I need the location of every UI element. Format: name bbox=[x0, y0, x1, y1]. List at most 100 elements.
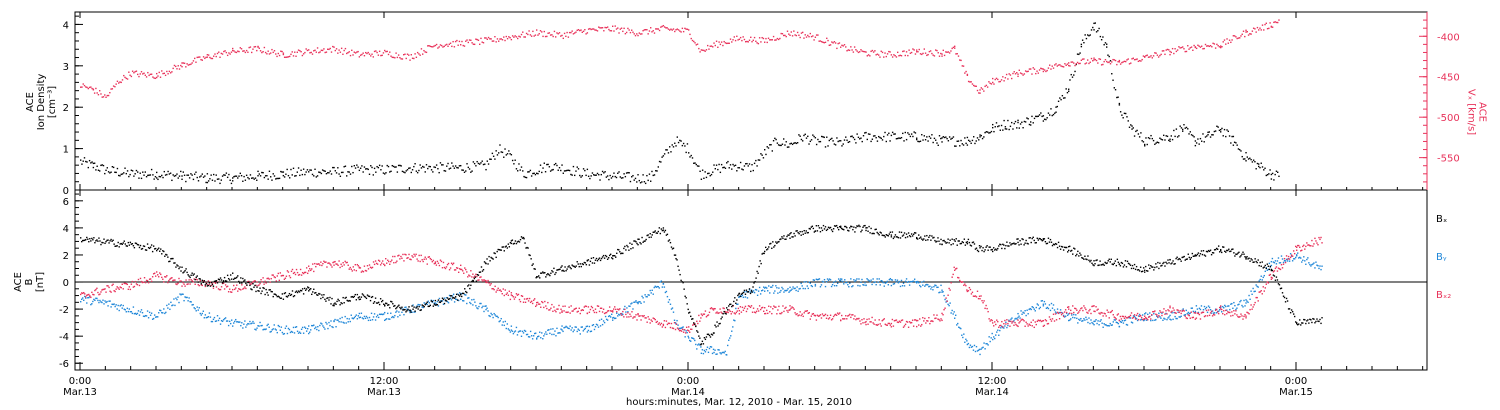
vx-series-point bbox=[256, 49, 258, 52]
by-series-point bbox=[557, 332, 559, 334]
vx-series-point bbox=[419, 54, 421, 56]
vx-series-point bbox=[1016, 71, 1018, 74]
by-series-point bbox=[169, 308, 171, 311]
by-series-point bbox=[454, 298, 457, 300]
bx-series-point bbox=[387, 304, 389, 306]
vx-series-point bbox=[353, 51, 355, 53]
density-series-point bbox=[511, 159, 514, 162]
by-series-point bbox=[901, 285, 904, 287]
vx-series-point bbox=[340, 47, 343, 50]
by-series-point bbox=[405, 306, 407, 308]
bz-series-point bbox=[793, 308, 795, 310]
bz-series-point bbox=[93, 294, 95, 296]
vx-series-point bbox=[347, 51, 349, 54]
bz-series-point bbox=[1014, 321, 1016, 324]
bz-series-point bbox=[1270, 278, 1273, 281]
density-series-point bbox=[955, 145, 957, 147]
bx-series-point bbox=[329, 296, 331, 299]
vx-series-point bbox=[943, 54, 946, 57]
bx-series-point bbox=[360, 296, 363, 298]
bx-series-point bbox=[549, 274, 551, 277]
by-series-point bbox=[1019, 317, 1021, 319]
by-series-point bbox=[154, 316, 157, 318]
by-series-point bbox=[1108, 325, 1110, 327]
vx-series-point bbox=[589, 27, 591, 30]
bz-series-point bbox=[1169, 306, 1171, 309]
density-series-point bbox=[321, 169, 324, 171]
by-series-point bbox=[1257, 286, 1259, 288]
density-series-point bbox=[823, 136, 825, 139]
by-series-point bbox=[482, 305, 484, 308]
by-series-point bbox=[796, 286, 798, 288]
by-series-point bbox=[836, 282, 839, 285]
vx-series-point bbox=[817, 34, 819, 36]
bz-series-point bbox=[375, 262, 378, 265]
density-series-point bbox=[107, 171, 110, 173]
vx-series-point bbox=[427, 45, 429, 47]
density-series-point bbox=[619, 176, 621, 178]
vx-series-point bbox=[1128, 63, 1131, 65]
bz-series-point bbox=[190, 279, 192, 281]
bz-series-point bbox=[1188, 314, 1190, 317]
bz-series-point bbox=[503, 294, 505, 297]
bx-series-point bbox=[414, 310, 416, 312]
by-series-point bbox=[1092, 322, 1094, 325]
bz-series-point bbox=[205, 282, 208, 284]
by-series-point bbox=[975, 345, 978, 348]
density-series-point bbox=[1075, 63, 1077, 66]
bz-series-point bbox=[1101, 312, 1103, 314]
density-series-point bbox=[921, 133, 923, 136]
vx-series-point bbox=[1202, 48, 1204, 50]
by-series-point bbox=[606, 319, 609, 321]
density-series-point bbox=[567, 169, 570, 171]
density-series-point bbox=[257, 175, 259, 177]
bz-series-point bbox=[511, 294, 514, 297]
density-series-point bbox=[425, 164, 428, 166]
by-series-point bbox=[242, 327, 244, 329]
by-series-point bbox=[1173, 311, 1175, 314]
by-series-point bbox=[764, 290, 766, 292]
by-series-point bbox=[91, 303, 93, 305]
by-series-point bbox=[140, 309, 143, 311]
bz-series-point bbox=[670, 322, 673, 325]
bz-series-point bbox=[1197, 312, 1200, 315]
bz-series-point bbox=[278, 279, 281, 282]
by-series-point bbox=[808, 281, 810, 283]
by-series-point bbox=[1293, 258, 1296, 260]
vx-series-point bbox=[486, 38, 488, 40]
bx-series-point bbox=[462, 292, 464, 295]
bz-series-point bbox=[620, 312, 622, 315]
by-series-point bbox=[918, 282, 920, 284]
by-series-point bbox=[1261, 279, 1263, 281]
bz-series-point bbox=[1164, 313, 1166, 315]
by-series-point bbox=[756, 294, 759, 297]
vx-series-point bbox=[732, 39, 734, 41]
bz-series-point bbox=[131, 280, 134, 283]
vx-series-point bbox=[615, 28, 618, 30]
by-series-point bbox=[109, 300, 111, 302]
by-series-point bbox=[1208, 306, 1211, 309]
vx-series-point bbox=[965, 70, 967, 73]
by-series-point bbox=[1308, 262, 1310, 264]
by-series-point bbox=[752, 290, 755, 292]
bz-series-point bbox=[363, 265, 366, 267]
density-series-point bbox=[332, 166, 334, 169]
by-series-point bbox=[627, 311, 629, 313]
density-series-point bbox=[938, 135, 941, 137]
by-series-point bbox=[90, 303, 92, 306]
bx-series-point bbox=[246, 284, 248, 286]
bx-series-point bbox=[320, 297, 322, 300]
by-series-point bbox=[85, 297, 87, 299]
by-series-point bbox=[1052, 304, 1055, 306]
bz-series-point bbox=[1271, 277, 1274, 279]
by-series-point bbox=[1034, 310, 1036, 312]
density-series-point bbox=[837, 140, 839, 143]
density-series-point bbox=[123, 172, 125, 174]
bz-series-point bbox=[995, 323, 997, 326]
vx-series-point bbox=[232, 47, 234, 50]
by-series-point bbox=[545, 331, 547, 333]
bx-series-point bbox=[504, 246, 506, 248]
density-series-point bbox=[327, 172, 329, 174]
by-series-point bbox=[1169, 318, 1171, 320]
density-series-point bbox=[784, 144, 786, 146]
